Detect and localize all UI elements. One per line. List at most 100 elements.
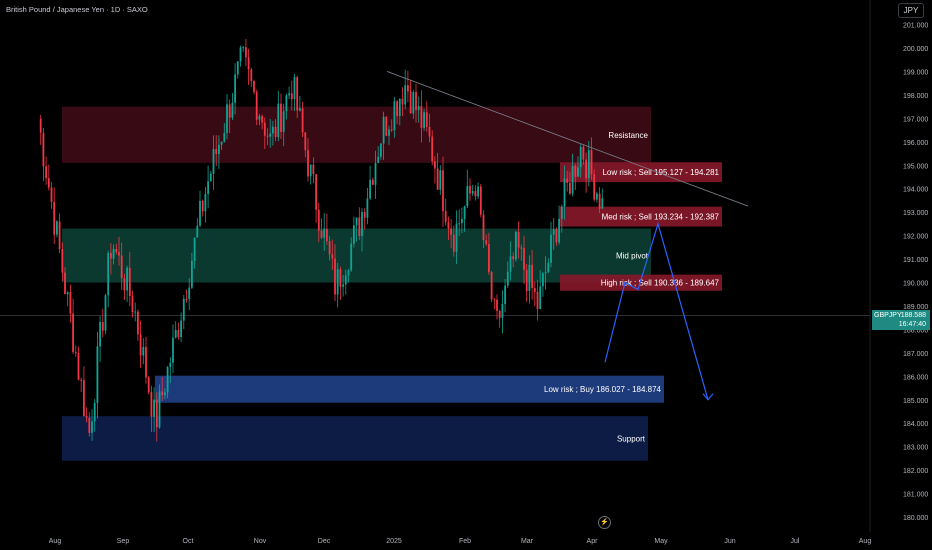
candle-body <box>272 126 274 134</box>
candle-body <box>161 391 164 396</box>
candle-body <box>182 298 185 321</box>
x-tick-label: Dec <box>318 538 331 545</box>
candle-body <box>593 174 596 200</box>
y-tick-label: 199.000 <box>903 69 928 76</box>
candle-body <box>104 295 107 331</box>
x-tick-label: Oct <box>183 538 194 545</box>
candle-body <box>245 47 247 58</box>
y-tick-label: 197.000 <box>903 116 928 123</box>
candle-body <box>236 61 239 75</box>
candle-body <box>409 91 412 114</box>
candle-body <box>350 243 353 271</box>
candle-body <box>261 116 263 123</box>
candle-body <box>374 162 377 185</box>
y-tick-label: 196.000 <box>903 140 928 147</box>
x-tick-label: Jul <box>791 538 800 545</box>
currency-button[interactable]: JPY <box>898 3 924 18</box>
candle-body <box>101 321 104 331</box>
zone-resistance <box>62 106 651 163</box>
candle-body <box>282 111 285 132</box>
candle-body <box>307 150 309 177</box>
lightning-icon[interactable]: ⚡ <box>598 516 611 529</box>
candle-body <box>212 149 215 174</box>
sell-zone-1 <box>560 162 722 183</box>
sell-label-1: Low risk ; Sell 195.127 - 194.281 <box>602 168 719 177</box>
candle-body <box>234 74 236 103</box>
sell-zone-2 <box>560 206 722 227</box>
candle-body <box>193 237 196 261</box>
candle-body <box>290 93 293 100</box>
candle-body <box>515 231 517 260</box>
candle-body <box>263 122 266 136</box>
candle-body <box>304 132 307 151</box>
candle-body <box>131 296 134 313</box>
candle-body <box>558 218 560 243</box>
candle-body <box>434 161 436 169</box>
candle-body <box>123 278 126 291</box>
candle-body <box>569 182 571 194</box>
candle-body <box>455 223 458 252</box>
candle-body <box>53 201 56 235</box>
candle-body <box>277 103 280 137</box>
candle-body <box>215 149 218 155</box>
candle-body <box>471 191 474 194</box>
candle-body <box>47 178 50 188</box>
candle-body <box>185 298 188 300</box>
y-tick-label: 182.000 <box>903 468 928 475</box>
candle-body <box>177 330 180 338</box>
candle-body <box>420 106 423 128</box>
y-tick-label: 194.000 <box>903 187 928 194</box>
candle-body <box>299 108 301 111</box>
candle-body <box>596 193 598 200</box>
candle-body <box>180 320 182 338</box>
y-tick-label: 195.000 <box>903 163 928 170</box>
candle-body <box>428 126 431 137</box>
candle-body <box>544 272 547 274</box>
candle-body <box>66 292 69 295</box>
y-tick-label: 180.000 <box>903 515 928 522</box>
candle-body <box>128 267 131 297</box>
projection-arrowhead <box>702 393 714 401</box>
candle-body <box>228 104 231 118</box>
zone-label-support: Support <box>617 434 646 443</box>
candle-body <box>361 212 363 236</box>
candle-body <box>579 146 582 168</box>
x-tick-label: Apr <box>587 538 599 545</box>
candle-body <box>482 214 485 241</box>
candle-body <box>466 185 469 207</box>
candle-body <box>461 218 463 224</box>
candle-body <box>574 165 577 177</box>
candle-body <box>390 129 393 131</box>
candle-body <box>39 118 42 133</box>
candle-body <box>528 264 531 292</box>
candle-body <box>74 352 77 354</box>
trendline <box>386 71 749 207</box>
candle-body <box>404 85 407 105</box>
y-tick-label: 181.000 <box>903 492 928 499</box>
candle-body <box>412 92 415 114</box>
candle-body <box>442 170 444 211</box>
candle-body <box>158 391 161 428</box>
candle-body <box>463 206 466 219</box>
candle-body <box>371 179 374 185</box>
x-tick-label: Aug <box>49 538 62 545</box>
candle-body <box>42 132 45 167</box>
candle-body <box>204 193 207 212</box>
candle-body <box>150 392 153 417</box>
candle-body <box>566 178 569 183</box>
candle-body <box>501 304 504 318</box>
candle-body <box>93 402 96 422</box>
projection-path <box>604 221 709 400</box>
candle-body <box>485 240 488 245</box>
zone-label-mid-pivot: Mid pivot <box>616 252 649 261</box>
candle-body <box>587 150 590 178</box>
candle-body <box>323 228 326 238</box>
y-tick-label: 189.000 <box>903 304 928 311</box>
y-tick-label: 191.000 <box>903 257 928 264</box>
candle-body <box>407 85 409 92</box>
candle-body <box>585 159 587 178</box>
candle-body <box>458 223 461 225</box>
candle-body <box>342 284 344 287</box>
candle-body <box>582 146 585 160</box>
